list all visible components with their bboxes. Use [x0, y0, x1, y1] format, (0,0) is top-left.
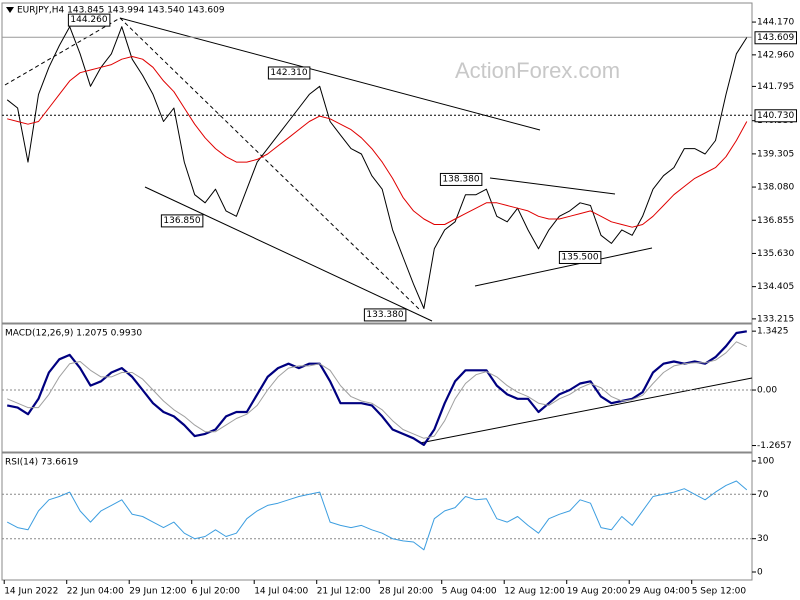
annotation-label: 135.500: [561, 252, 598, 262]
x-tick-label: 22 Jun 04:00: [67, 587, 124, 597]
rsi-title: RSI(14) 73.6619: [5, 458, 78, 468]
annotation: 136.850: [160, 214, 204, 228]
annotation-label: 138.380: [442, 174, 479, 184]
last-price: 143.609: [754, 31, 797, 45]
annotation-box: [439, 172, 483, 186]
y-tick-label: 141.795: [757, 82, 794, 92]
annotation-box: [67, 13, 111, 27]
y-tick-label: 70: [757, 490, 769, 500]
watermark: ActionForex.com: [455, 58, 620, 83]
x-tick-label: 21 Jul 12:00: [317, 587, 371, 597]
x-tick-label: 28 Jul 20:00: [379, 587, 433, 597]
annotation: 142.310: [267, 66, 311, 80]
y-tick-label: 1.3425: [757, 327, 789, 337]
y-tick-label: -1.2657: [757, 441, 792, 451]
y-tick-label: 0.00: [757, 386, 777, 396]
x-tick-label: 14 Jul 04:00: [254, 587, 308, 597]
y-tick-label: 144.170: [757, 18, 794, 28]
annotation: 133.380: [363, 308, 407, 322]
x-tick-label: 14 Jun 2022: [4, 587, 58, 597]
y-tick-label: 134.405: [757, 282, 794, 292]
x-tick-label: 5 Aug 04:00: [442, 587, 497, 597]
annotation-label: 133.380: [366, 310, 403, 320]
symbol-icon: [6, 7, 14, 13]
frames: [1, 2, 753, 581]
y-tick-label: 30: [757, 534, 769, 544]
annotation-box: [363, 308, 407, 322]
annotation: 138.380: [439, 172, 483, 186]
annotation-box: [160, 214, 204, 228]
annotation: 144.260: [67, 13, 111, 27]
trendlines: [4, 17, 753, 444]
x-tick-label: 5 Sep 12:00: [692, 587, 747, 597]
series-line: [6, 480, 748, 551]
y-tick-label: 138.080: [757, 183, 794, 193]
last-price-label: 143.609: [757, 33, 794, 43]
annotation-box: [267, 66, 311, 80]
series-line: [7, 56, 748, 228]
y-tick-label: 133.215: [757, 314, 794, 324]
y-tick-label: 135.630: [757, 249, 794, 259]
x-tick-label: 19 Aug 20:00: [567, 587, 628, 597]
level: 140.730: [754, 109, 797, 123]
x-tick-label: 12 Aug 12:00: [504, 587, 565, 597]
series-line: [6, 26, 748, 309]
annotation-label: 136.850: [163, 216, 200, 226]
last-price-box: [754, 31, 797, 45]
price-title: EURJPY,H4 143.845 143.994 143.540 143.60…: [17, 6, 225, 16]
y-tick-label: 0: [757, 568, 763, 578]
level-box: [754, 109, 797, 123]
y-tick-label: 100: [757, 456, 774, 466]
y-tick-label: 136.855: [757, 216, 794, 226]
annotation-box: [558, 250, 602, 264]
annotation: 135.500: [558, 250, 602, 264]
series-line: [7, 341, 748, 439]
annotation-label: 142.310: [270, 68, 307, 78]
y-tick-label: 142.960: [757, 50, 794, 60]
y-tick-label: 139.305: [757, 149, 794, 159]
level-label: 140.730: [757, 111, 794, 121]
x-tick-label: 29 Jun 12:00: [129, 587, 186, 597]
x-tick-label: 29 Aug 04:00: [629, 587, 690, 597]
annotation-label: 144.260: [70, 15, 107, 25]
x-tick-label: 6 Jul 20:00: [192, 587, 241, 597]
macd-title: MACD(12,26,9) 1.2075 0.9930: [5, 329, 142, 339]
